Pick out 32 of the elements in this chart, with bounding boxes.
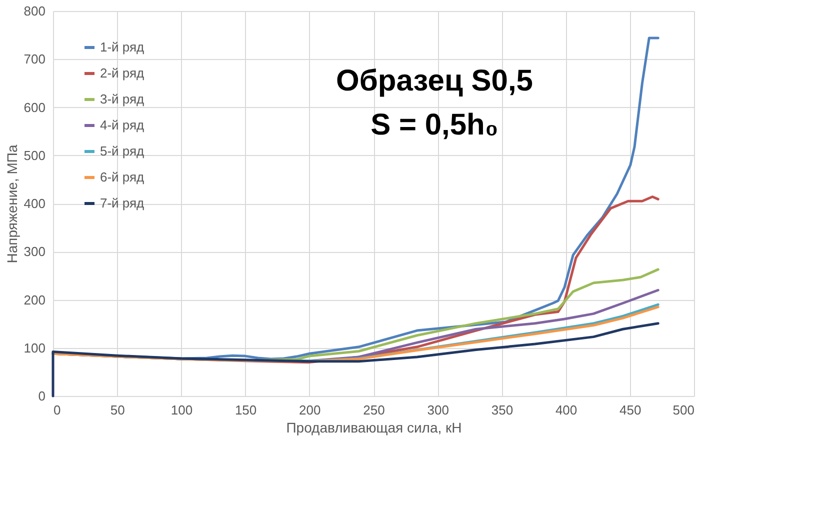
text: Образец S0,5 (336, 64, 533, 98)
legend-label: 5-й ряд (100, 144, 145, 158)
x-tick-label: 100 (170, 402, 193, 418)
y-tick-label: 800 (24, 4, 46, 18)
y-tick-label: 300 (24, 244, 46, 260)
y-tick-label: 100 (24, 340, 46, 356)
x-tick-label: 450 (620, 402, 642, 418)
legend-label: 7-й ряд (100, 196, 145, 210)
legend-label: 3-й ряд (100, 92, 145, 106)
legend-label: 4-й ряд (100, 118, 145, 132)
y-tick-label: 600 (24, 100, 46, 115)
y-axis-title: Напряжение, МПа (4, 144, 20, 264)
line-series (52, 322, 660, 398)
y-tick-label: 700 (24, 52, 46, 67)
y-tick-label: 200 (24, 292, 46, 308)
x-tick-label: 500 (672, 402, 694, 418)
y-tick-label: 400 (24, 196, 46, 211)
legend-label: 6-й ряд (100, 170, 145, 184)
legend-label: 2-й ряд (100, 66, 145, 80)
x-tick-label: 400 (555, 402, 578, 418)
y-tick-label: 500 (24, 148, 46, 163)
x-axis-title: Продавливающая сила, кН (286, 420, 462, 436)
y-tick-label: 0 (38, 388, 46, 404)
x-tick-label: 150 (234, 402, 257, 418)
x-tick-label: 300 (427, 402, 449, 418)
x-tick-label: 200 (299, 402, 321, 418)
x-tick-label: 50 (110, 402, 125, 418)
legend-label: 1-й ряд (100, 40, 145, 54)
text: S = 0,5h₀ (370, 108, 498, 142)
x-tick-label: 250 (363, 402, 385, 418)
x-tick-label: 0 (54, 402, 61, 418)
x-tick-label: 350 (491, 402, 514, 418)
